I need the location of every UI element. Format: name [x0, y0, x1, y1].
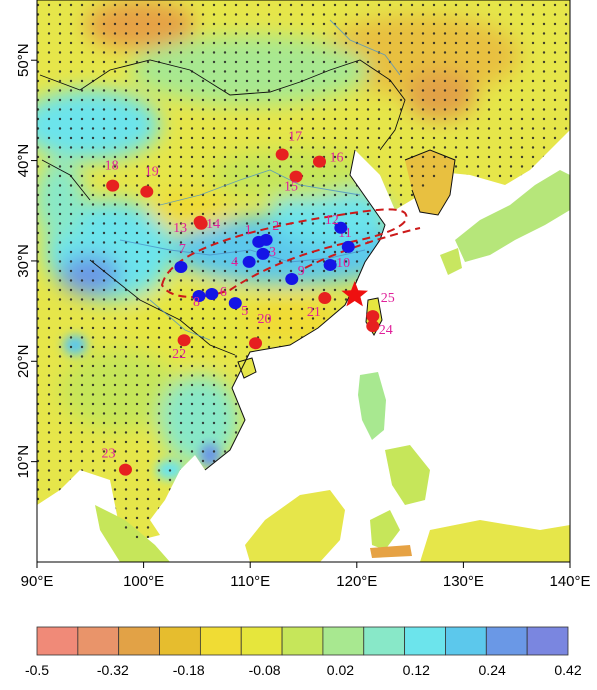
- lon-tick-label: 130°E: [443, 573, 484, 590]
- site-label-14: 14: [206, 217, 220, 232]
- site-marker-23: [118, 463, 132, 476]
- site-marker-7: [174, 260, 188, 273]
- lon-tick-label: 120°E: [336, 573, 377, 590]
- site-label-24: 24: [379, 323, 393, 338]
- star-marker: [341, 281, 368, 307]
- philippines-south: [385, 445, 430, 505]
- colorbar-label: -0.08: [249, 662, 281, 678]
- colorbar-label: -0.32: [97, 662, 129, 678]
- site-marker-16: [312, 155, 326, 168]
- site-label-10: 10: [336, 256, 350, 271]
- lon-tick-label: 140°E: [549, 573, 590, 590]
- site-label-2: 2: [272, 219, 279, 234]
- site-marker-25: [366, 310, 380, 323]
- borneo: [245, 490, 345, 562]
- colorbar-swatch: [77, 626, 120, 656]
- site-marker-9: [285, 272, 299, 285]
- corridor-dashed: [160, 208, 421, 298]
- site-marker-15: [289, 170, 303, 183]
- colorbar-label: 0.24: [479, 662, 506, 678]
- site-label-1: 1: [245, 223, 252, 238]
- map-axes: 90°E 100°E 110°E 120°E 130°E 140°E 10°N 20°N 30°…: [15, 43, 591, 590]
- site-label-25: 25: [381, 291, 395, 306]
- colorbar-label: 0.02: [327, 662, 354, 678]
- site-marker-5: [228, 297, 242, 310]
- colorbar-swatch: [485, 626, 528, 656]
- site-label-19: 19: [145, 165, 159, 180]
- site-label-16: 16: [329, 151, 343, 166]
- site-marker-12: [334, 221, 348, 234]
- colorbar-swatch: [322, 626, 365, 656]
- site-label-8: 8: [193, 295, 200, 310]
- lat-tick-label: 10°N: [15, 445, 32, 479]
- colorbar-label: 0.12: [403, 662, 430, 678]
- colorbar: -0.5 -0.32 -0.18 -0.08 0.02 0.12 0.24 0.42: [25, 626, 582, 678]
- site-label-15: 15: [284, 180, 298, 195]
- colorbar-swatch: [240, 626, 283, 656]
- philippines-luzon: [358, 372, 386, 440]
- site-label-12: 12: [325, 213, 339, 228]
- map-frame: [36, 0, 571, 563]
- lat-tick-label: 40°N: [15, 144, 32, 178]
- colorbar-swatch: [36, 626, 79, 656]
- site-label-7: 7: [179, 242, 186, 257]
- site-label-20: 20: [258, 312, 272, 327]
- colorbar-swatch: [281, 626, 324, 656]
- java: [370, 545, 412, 558]
- site-marker-4: [242, 255, 256, 268]
- site-marker-17: [275, 148, 289, 161]
- site-marker-24: [366, 320, 380, 333]
- colorbar-label: -0.5: [25, 662, 49, 678]
- lon-tick-label: 110°E: [230, 573, 270, 590]
- lat-tick-label: 50°N: [15, 43, 32, 77]
- site-marker-20: [249, 337, 263, 350]
- site-label-4: 4: [231, 255, 238, 270]
- site-marker-6: [205, 288, 219, 301]
- new-guinea: [420, 520, 570, 562]
- site-label-22: 22: [172, 347, 186, 362]
- site-marker-18: [106, 179, 120, 192]
- rivers: [119, 19, 401, 341]
- japan-kyushu: [440, 248, 462, 275]
- site-label-18: 18: [105, 159, 119, 174]
- colorbar-label: -0.18: [173, 662, 205, 678]
- site-marker-14: [193, 215, 207, 228]
- lon-tick-label: 100°E: [123, 573, 164, 590]
- site-marker-2: [259, 233, 273, 246]
- site-label-23: 23: [101, 447, 115, 462]
- lat-tick-label: 20°N: [15, 345, 32, 379]
- colorbar-swatch: [526, 626, 569, 656]
- colorbar-swatch: [363, 626, 406, 656]
- site-label-9: 9: [298, 264, 305, 279]
- colorbar-swatch: [199, 626, 242, 656]
- site-label-17: 17: [288, 130, 302, 145]
- site-marker-19: [140, 185, 154, 198]
- lat-tick-label: 30°N: [15, 244, 32, 278]
- site-label-6: 6: [220, 285, 227, 300]
- lon-tick-label: 90°E: [21, 573, 54, 590]
- site-label-21: 21: [307, 305, 321, 320]
- colorbar-swatch: [159, 626, 201, 656]
- site-marker-21: [318, 292, 332, 305]
- site-marker-22: [177, 334, 191, 347]
- site-marker-11: [341, 240, 355, 253]
- site-marker-8: [192, 290, 206, 303]
- colorbar-label: 0.42: [554, 662, 581, 678]
- site-marker-3: [256, 247, 270, 260]
- site-label-5: 5: [241, 304, 248, 319]
- site-label-3: 3: [269, 245, 276, 260]
- sulawesi: [370, 510, 400, 550]
- colorbar-swatch: [445, 626, 487, 656]
- japan-honshu: [455, 170, 570, 262]
- colorbar-swatch: [118, 626, 160, 656]
- site-label-13: 13: [173, 221, 187, 236]
- colorbar-swatch: [404, 626, 446, 656]
- borders: [39, 59, 406, 356]
- site-marker-10: [323, 258, 337, 271]
